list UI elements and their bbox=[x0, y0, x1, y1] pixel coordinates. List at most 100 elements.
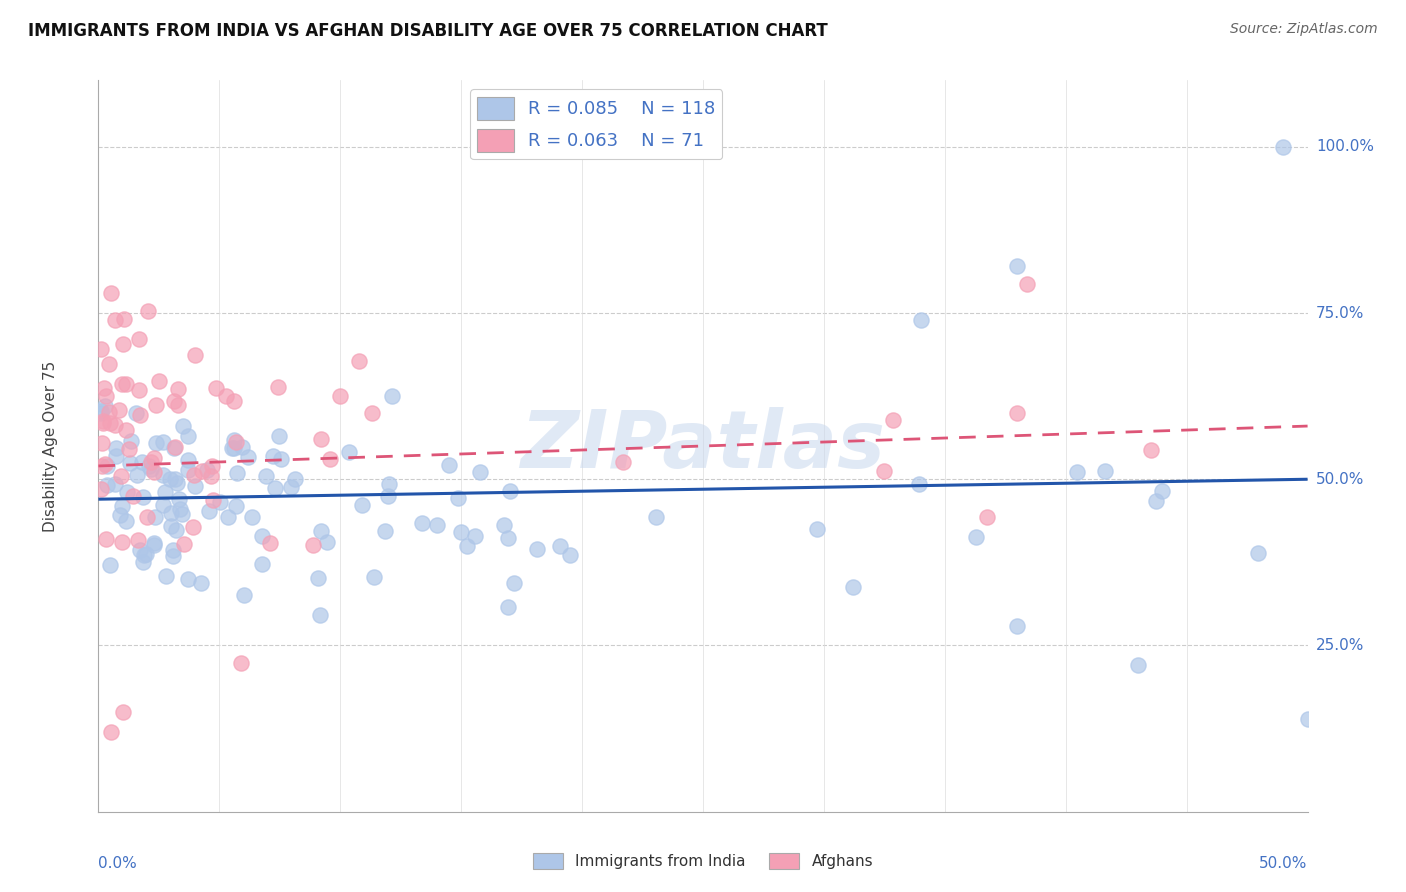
Point bbox=[267, 429, 290, 443]
Point bbox=[162, 549, 184, 564]
Point bbox=[1128, 658, 1150, 673]
Point bbox=[177, 429, 200, 443]
Point bbox=[110, 508, 132, 522]
Point bbox=[115, 376, 138, 391]
Point bbox=[139, 454, 162, 468]
Point bbox=[908, 476, 931, 491]
Point bbox=[145, 436, 167, 450]
Point bbox=[1144, 494, 1167, 508]
Point bbox=[250, 557, 273, 571]
Point bbox=[181, 520, 204, 534]
Point bbox=[198, 504, 221, 518]
Point bbox=[136, 510, 159, 524]
Point bbox=[93, 381, 115, 395]
Point bbox=[128, 543, 150, 558]
Point bbox=[337, 445, 360, 459]
Point bbox=[873, 464, 896, 478]
Point bbox=[240, 509, 263, 524]
Point bbox=[90, 406, 112, 420]
Text: 100.0%: 100.0% bbox=[1316, 139, 1374, 154]
Point bbox=[612, 455, 634, 469]
Legend: Immigrants from India, Afghans: Immigrants from India, Afghans bbox=[527, 847, 879, 875]
Point bbox=[125, 406, 148, 420]
Point bbox=[426, 518, 449, 533]
Point bbox=[114, 423, 136, 437]
Point bbox=[225, 434, 247, 449]
Point bbox=[128, 332, 150, 346]
Point bbox=[1007, 406, 1029, 420]
Point bbox=[96, 459, 118, 474]
Point bbox=[645, 509, 668, 524]
Point bbox=[315, 535, 337, 549]
Point bbox=[307, 571, 329, 585]
Point bbox=[496, 531, 519, 545]
Point bbox=[259, 536, 281, 550]
Point bbox=[112, 312, 135, 326]
Point bbox=[270, 451, 292, 466]
Point bbox=[166, 398, 188, 412]
Point bbox=[98, 558, 121, 572]
Text: ZIPatlas: ZIPatlas bbox=[520, 407, 886, 485]
Text: 25.0%: 25.0% bbox=[1316, 638, 1364, 653]
Point bbox=[100, 286, 122, 301]
Point bbox=[231, 440, 253, 454]
Point bbox=[90, 459, 112, 474]
Point bbox=[558, 548, 581, 562]
Point bbox=[90, 342, 112, 356]
Point bbox=[1272, 140, 1295, 154]
Point bbox=[118, 442, 141, 456]
Point bbox=[139, 462, 162, 476]
Point bbox=[309, 432, 332, 446]
Point bbox=[100, 725, 122, 739]
Point bbox=[120, 456, 142, 470]
Point bbox=[104, 417, 127, 432]
Point bbox=[160, 506, 183, 520]
Point bbox=[1247, 546, 1270, 560]
Point bbox=[468, 465, 491, 479]
Point bbox=[190, 576, 212, 591]
Point bbox=[806, 523, 828, 537]
Point bbox=[132, 548, 155, 562]
Point bbox=[94, 399, 117, 413]
Point bbox=[98, 416, 121, 430]
Point bbox=[148, 374, 170, 388]
Point bbox=[110, 468, 132, 483]
Point bbox=[172, 507, 194, 521]
Point bbox=[160, 518, 183, 533]
Point bbox=[90, 404, 112, 418]
Point bbox=[254, 468, 277, 483]
Text: Disability Age Over 75: Disability Age Over 75 bbox=[42, 360, 58, 532]
Point bbox=[143, 538, 166, 552]
Point bbox=[104, 449, 127, 463]
Text: 50.0%: 50.0% bbox=[1316, 472, 1364, 487]
Point bbox=[136, 304, 159, 318]
Point bbox=[250, 529, 273, 543]
Point bbox=[308, 608, 330, 623]
Point bbox=[226, 467, 249, 481]
Point bbox=[152, 498, 174, 512]
Point bbox=[163, 394, 186, 409]
Point bbox=[142, 535, 165, 549]
Point bbox=[155, 569, 177, 583]
Point bbox=[1007, 260, 1029, 274]
Point bbox=[96, 478, 118, 492]
Point bbox=[264, 482, 287, 496]
Point bbox=[143, 509, 166, 524]
Point bbox=[377, 489, 399, 503]
Point bbox=[166, 475, 188, 490]
Point bbox=[104, 476, 127, 491]
Point bbox=[145, 398, 167, 412]
Point bbox=[128, 383, 150, 397]
Point bbox=[200, 469, 222, 483]
Point bbox=[842, 580, 865, 594]
Point bbox=[976, 509, 998, 524]
Point bbox=[177, 463, 200, 477]
Point bbox=[233, 588, 256, 602]
Point bbox=[163, 472, 186, 486]
Point bbox=[1296, 712, 1319, 726]
Point bbox=[202, 493, 225, 508]
Point bbox=[378, 477, 401, 491]
Point bbox=[172, 419, 194, 434]
Point bbox=[360, 407, 382, 421]
Point bbox=[201, 458, 224, 473]
